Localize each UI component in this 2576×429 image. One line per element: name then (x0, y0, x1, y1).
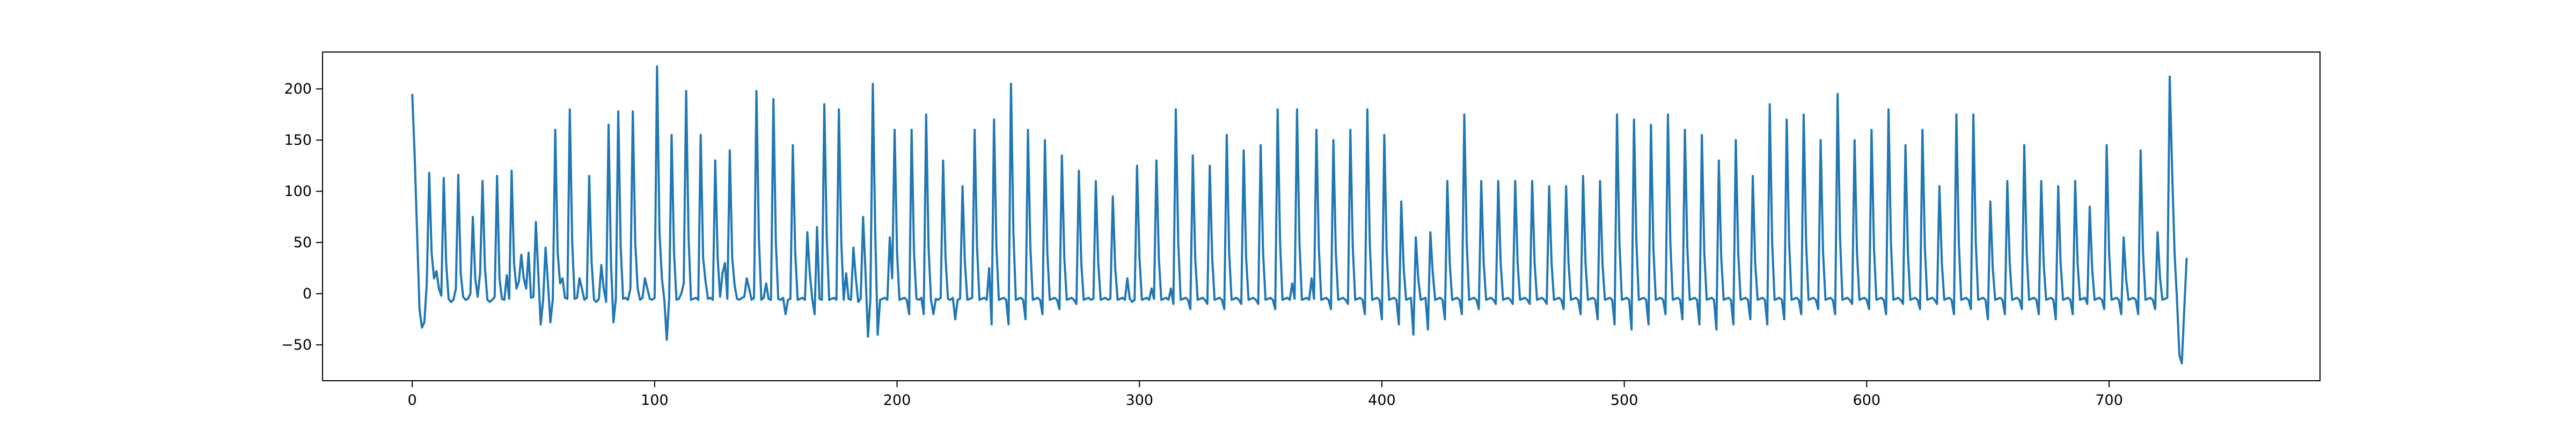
x-tick-label: 200 (883, 392, 911, 409)
x-tick-label: 600 (1853, 392, 1881, 409)
plot-frame (322, 51, 2321, 381)
x-tick-label: 300 (1125, 392, 1153, 409)
y-tick-label: −50 (281, 337, 312, 353)
y-tick-label: 0 (303, 286, 312, 302)
y-tick-label: 150 (284, 132, 312, 149)
x-tick-label: 700 (2095, 392, 2123, 409)
x-tick-label: 0 (408, 392, 417, 409)
plot-area (411, 65, 2188, 365)
x-tick-label: 100 (641, 392, 669, 409)
x-tick-label: 400 (1368, 392, 1396, 409)
axes: 0 100 200 300 400 500 600 700 −50 0 50 100 150 200 (281, 51, 2321, 409)
y-tick-label: 50 (294, 234, 312, 251)
series-line-0 (411, 65, 2188, 365)
y-tick-label: 100 (284, 183, 312, 200)
y-tick-label: 200 (284, 81, 312, 98)
x-tick-label: 500 (1611, 392, 1638, 409)
